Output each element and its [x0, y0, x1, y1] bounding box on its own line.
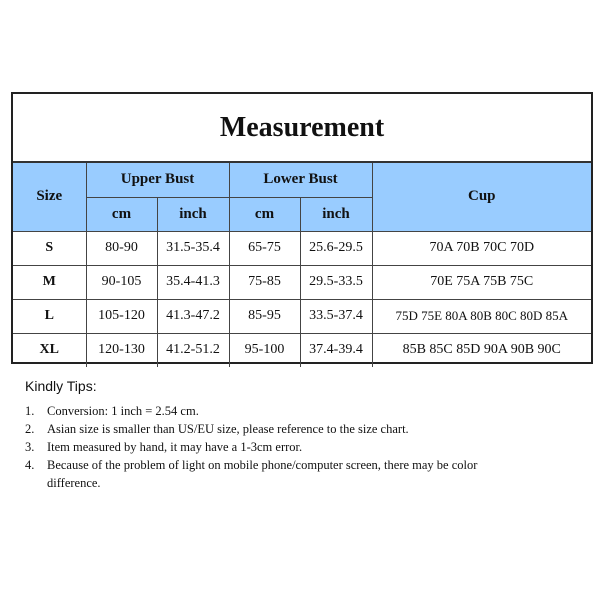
cell-lower-cm: 75-85 — [228, 264, 301, 300]
cell-lower-inch: 33.5-37.4 — [299, 298, 373, 334]
tip-item: 4. Because of the problem of light on mob… — [25, 456, 497, 492]
tip-text: Conversion: 1 inch = 2.54 cm. — [47, 404, 199, 418]
cell-upper-cm: 120-130 — [85, 332, 158, 367]
cell-lower-cm: 85-95 — [228, 298, 301, 334]
cell-upper-inch: 31.5-35.4 — [156, 230, 230, 266]
tip-item: 2. Asian size is smaller than US/EU size,… — [25, 420, 497, 438]
header-upper-inch: inch — [156, 196, 230, 232]
cell-upper-cm: 105-120 — [85, 298, 158, 334]
header-row: Size Upper Bust Lower Bust Cup — [13, 163, 591, 232]
header-upper-bust: Upper Bust — [85, 163, 230, 198]
tip-item: 1. Conversion: 1 inch = 2.54 cm. — [25, 402, 497, 420]
tip-number: 2. — [25, 422, 35, 436]
tip-item: 3. Item measured by hand, it may have a 1… — [25, 438, 497, 456]
tip-text: Item measured by hand, it may have a 1-3… — [47, 440, 303, 454]
table-row: L 105-120 41.3-47.2 85-95 33.5-37.4 75D … — [13, 298, 591, 334]
page-title: Measurement — [13, 94, 591, 163]
tip-number: 3. — [25, 440, 35, 454]
cell-size: M — [13, 264, 87, 300]
header-upper-cm: cm — [86, 196, 158, 232]
cell-size: XL — [13, 332, 87, 367]
tips-title: Kindly Tips: — [25, 378, 97, 394]
tip-text: Because of the problem of light on mobil… — [47, 458, 478, 490]
tips-section: Kindly Tips: 1. Conversion: 1 inch = 2.54… — [25, 378, 497, 492]
cell-lower-inch: 29.5-33.5 — [299, 264, 373, 300]
table-row: XL 120-130 41.2-51.2 95-100 37.4-39.4 85… — [13, 332, 591, 367]
cell-upper-cm: 80-90 — [85, 230, 158, 266]
cell-cup: 75D 75E 80A 80B 80C 80D 85A — [371, 298, 591, 334]
cell-upper-inch: 41.2-51.2 — [156, 332, 230, 367]
measurement-table-box: Measurement Size Upper Bust Lower Bust C… — [11, 92, 593, 367]
tips-list: 1. Conversion: 1 inch = 2.54 cm. 2. Asian … — [25, 402, 497, 492]
cell-lower-inch: 37.4-39.4 — [299, 332, 373, 367]
cell-lower-inch: 25.6-29.5 — [299, 230, 373, 266]
cell-cup: 85B 85C 85D 90A 90B 90C — [371, 332, 591, 367]
table-row: S 80-90 31.5-35.4 65-75 25.6-29.5 70A 70… — [13, 230, 591, 266]
header-size: Size — [13, 163, 87, 232]
size-table: Size Upper Bust Lower Bust Cup cm inch c… — [13, 163, 591, 367]
header-lower-bust: Lower Bust — [228, 163, 373, 198]
tip-text: Asian size is smaller than US/EU size, p… — [47, 422, 409, 436]
tip-number: 1. — [25, 404, 35, 418]
cell-cup: 70E 75A 75B 75C — [371, 264, 591, 300]
header-lower-cm: cm — [228, 196, 301, 232]
cell-upper-inch: 41.3-47.2 — [156, 298, 230, 334]
tip-number: 4. — [25, 458, 35, 472]
cell-lower-cm: 65-75 — [228, 230, 301, 266]
cell-cup: 70A 70B 70C 70D — [371, 230, 591, 266]
header-cup: Cup — [371, 163, 591, 232]
cell-upper-inch: 35.4-41.3 — [156, 264, 230, 300]
cell-lower-cm: 95-100 — [228, 332, 301, 367]
table-row: M 90-105 35.4-41.3 75-85 29.5-33.5 70E 7… — [13, 264, 591, 300]
cell-size: L — [13, 298, 87, 334]
cell-upper-cm: 90-105 — [85, 264, 158, 300]
header-lower-inch: inch — [299, 196, 372, 232]
cell-size: S — [13, 230, 87, 266]
